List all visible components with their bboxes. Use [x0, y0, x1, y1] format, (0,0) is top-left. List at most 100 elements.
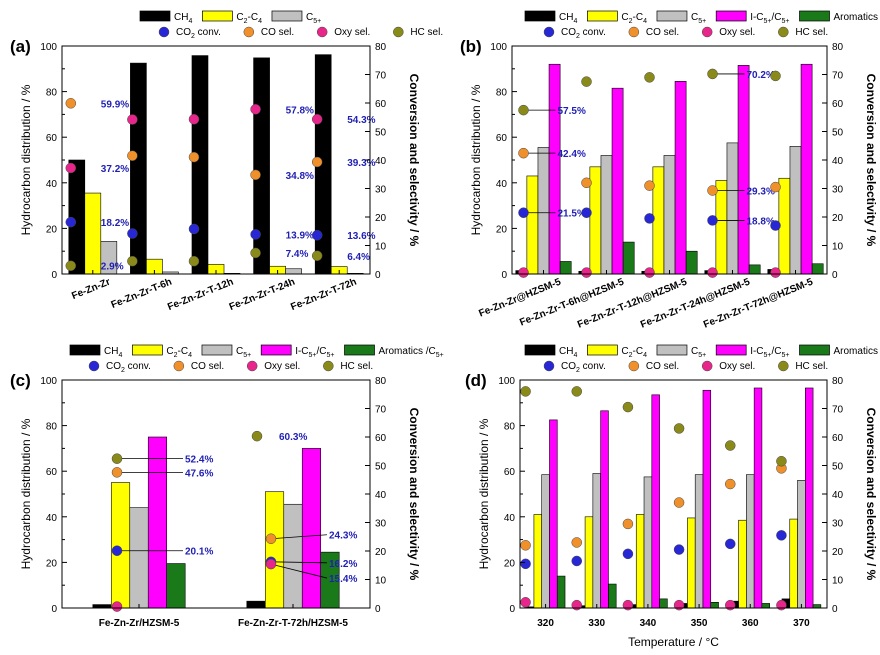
annotation-label: 21.5%	[558, 209, 586, 220]
legend-label-co2: CO2 conv.	[106, 361, 151, 374]
legend-marker-hc	[323, 360, 334, 372]
legend-swatch-arom	[799, 10, 830, 22]
bar-iC5-2	[651, 394, 660, 609]
bar-arom-3	[748, 264, 761, 275]
legend-text-part: 2	[629, 352, 633, 359]
legend-text-part: C	[621, 12, 628, 23]
y-axis-title-right: Conversion and selectivity / %	[407, 408, 421, 581]
annotation-label: 15.4%	[329, 574, 357, 585]
legend-swatch-C5p	[271, 10, 303, 22]
legend-text-part: 5+	[313, 18, 321, 25]
bar-CH4-3	[253, 57, 270, 275]
legend-text-part: 2	[191, 33, 195, 40]
left-tick-label: 100	[40, 376, 57, 387]
legend-text-part: CH	[559, 346, 573, 357]
legend-swatch-iC5	[715, 10, 747, 22]
legend-text-part: CH	[104, 346, 118, 357]
bar-C5p-5	[797, 480, 806, 609]
legend-text-part: /C	[317, 346, 327, 357]
bar-C5p-0	[537, 147, 550, 275]
annotation-label: 20.1%	[185, 547, 213, 558]
legend-text-part: 5+	[782, 352, 790, 359]
point-oxy-5	[776, 599, 787, 611]
legend-swatch-C2C4	[587, 10, 618, 22]
legend-label-CH4: CH4	[559, 346, 577, 359]
annotation-label: 2.9%	[101, 262, 124, 273]
point-co-0	[65, 98, 77, 109]
left-tick-label: 100	[40, 42, 57, 53]
point-oxy-0	[518, 267, 529, 278]
point-oxy-3	[707, 267, 718, 278]
point-co2-2	[644, 213, 655, 224]
legend-label-arom: Aromatics /C5+	[379, 346, 444, 359]
legend-marker-hc	[393, 26, 404, 38]
legend-text-part: Oxy sel.	[719, 27, 755, 38]
legend-text-part: CO sel.	[191, 361, 224, 372]
right-tick-label: 60	[832, 433, 844, 444]
point-oxy-1	[127, 114, 138, 125]
point-co2-0	[111, 545, 123, 556]
point-co-4	[311, 156, 323, 168]
legend-marker-co2	[543, 26, 555, 38]
category-label: Fe-Zn-Zr-T-72h/HZSM-5	[238, 618, 348, 629]
legend-label-hc: HC sel.	[795, 361, 828, 372]
legend-text-part: 5+	[243, 352, 251, 359]
x-axis-title: Temperature / °C	[628, 635, 719, 649]
category-label: 340	[640, 618, 657, 629]
annotation-label: 57.8%	[286, 105, 314, 116]
legend-label-co2: CO2 conv.	[561, 361, 606, 374]
right-tick-label: 20	[832, 547, 844, 558]
point-hc-3	[250, 247, 261, 259]
bar-iC5-5	[805, 387, 814, 609]
left-tick-label: 80	[496, 88, 508, 99]
right-tick-label: 40	[832, 156, 844, 167]
bar-arom-1	[608, 583, 617, 609]
point-co2-0	[518, 207, 529, 218]
legend-swatch-iC5	[260, 344, 292, 356]
bar-C5p-1	[600, 155, 613, 275]
legend-marker-hc	[778, 26, 789, 38]
left-tick-label: 20	[46, 224, 58, 235]
point-oxy-2	[644, 267, 655, 278]
point-oxy-4	[311, 113, 323, 125]
point-oxy-1	[571, 599, 582, 611]
right-tick-label: 40	[832, 490, 844, 501]
point-co2-5	[776, 530, 787, 541]
legend-text-part: 2	[121, 367, 125, 374]
point-hc-3	[673, 423, 685, 434]
legend-marker-oxy	[701, 26, 713, 38]
right-tick-label: 20	[375, 547, 387, 558]
right-tick-label: 70	[375, 71, 387, 82]
point-co2-2	[622, 548, 634, 560]
right-tick-label: 70	[832, 405, 844, 416]
right-tick-label: 80	[832, 376, 844, 387]
bar-iC5-1	[301, 448, 322, 609]
annotation-label: 18.2%	[101, 218, 129, 229]
right-tick-label: 50	[375, 128, 387, 139]
annotation-label: 54.3%	[347, 115, 375, 126]
legend-text-part: 2	[174, 352, 178, 359]
right-tick-label: 30	[375, 519, 387, 530]
annotation-leader	[270, 561, 328, 564]
left-tick-label: 0	[501, 270, 507, 281]
legend-swatch-C2C4	[202, 10, 233, 22]
legend-text-part: C	[691, 12, 698, 23]
legend-text-part: C	[621, 346, 628, 357]
annotation-label: 16.2%	[329, 559, 357, 570]
bar-arom-4	[811, 263, 824, 275]
legend-text-part: HC sel.	[795, 27, 828, 38]
legend-text-part: CO sel.	[646, 27, 679, 38]
bar-arom-5	[812, 604, 822, 609]
bar-iC5-4	[753, 387, 763, 609]
category-label: 350	[691, 618, 708, 629]
bar-arom-4	[761, 603, 770, 609]
category-label: Fe-Zn-Zr-T-12h@HZSM-5	[576, 276, 689, 330]
point-hc-0	[65, 260, 77, 271]
point-co-1	[265, 533, 277, 544]
legend-swatch-arom	[799, 344, 830, 356]
legend-text-part: Aromatics /C	[834, 346, 880, 357]
bar-C5p-1	[592, 473, 601, 609]
panel-label: (c)	[10, 371, 31, 390]
